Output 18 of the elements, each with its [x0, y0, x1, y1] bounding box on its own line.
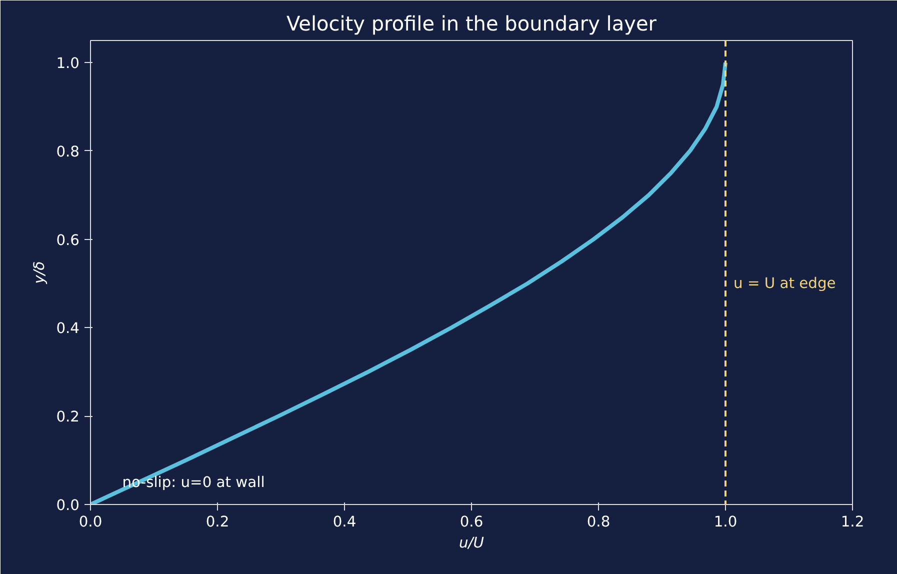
x-tick-label: 0.8 — [586, 514, 610, 530]
x-tick-label: 0.4 — [332, 514, 356, 530]
x-tick-label: 0.0 — [78, 514, 102, 530]
y-tick-label: 0.8 — [56, 143, 80, 160]
y-axis-title: y/δ — [31, 261, 48, 285]
ref-line-label: u = U at edge — [734, 275, 836, 292]
chart-title: Velocity profile in the boundary layer — [286, 12, 658, 36]
y-tick-label: 1.0 — [56, 55, 80, 72]
x-tick-label: 1.2 — [840, 514, 864, 530]
y-tick-label: 0.6 — [56, 232, 80, 249]
x-tick-label: 1.0 — [714, 514, 738, 530]
line-series — [90, 60, 728, 504]
y-tick-label: 0.4 — [56, 320, 80, 338]
x-tick-label: 0.6 — [460, 514, 484, 530]
y-tick-label: 0.0 — [56, 497, 80, 514]
x-axis-title: u/U — [459, 534, 484, 552]
y-tick-label: 0.2 — [56, 408, 80, 426]
x-tick-label: 0.2 — [206, 514, 230, 530]
